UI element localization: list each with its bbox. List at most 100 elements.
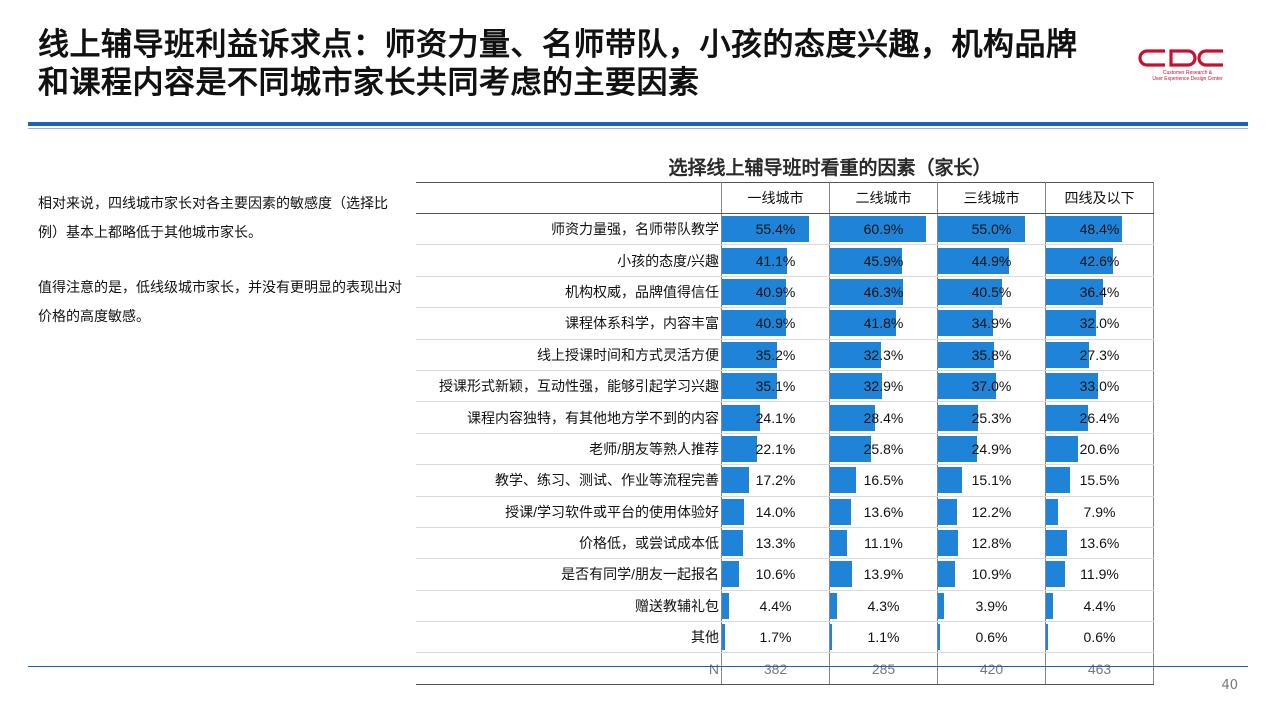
value-cell: 11.9% — [1045, 558, 1154, 591]
sample-size-label: N — [416, 652, 722, 685]
logo-subtitle-1: Customer Research & — [1162, 70, 1213, 76]
value-cell: 32.0% — [1045, 307, 1154, 340]
data-label: 4.3% — [867, 597, 900, 614]
data-label: 13.6% — [863, 503, 904, 520]
data-bar — [830, 310, 896, 337]
factor-table: 一线城市 二线城市 三线城市 四线及以下 师资力量强，名师带队教学 55.4% 60… — [416, 182, 1154, 685]
data-bar — [722, 561, 739, 588]
value-cell: 26.4% — [1045, 401, 1154, 434]
data-label: 25.8% — [863, 440, 904, 457]
data-bar — [722, 498, 745, 525]
table-header-row: 一线城市 二线城市 三线城市 四线及以下 — [416, 182, 1154, 214]
data-label: 0.6% — [975, 629, 1008, 646]
data-label: 42.6% — [1079, 252, 1120, 269]
data-label: 34.9% — [971, 315, 1012, 332]
data-label: 7.9% — [1083, 503, 1116, 520]
value-cell: 3.9% — [937, 590, 1046, 623]
table-row: 课程体系科学，内容丰富 40.9% 41.8% 34.9% 32.0% — [416, 307, 1154, 340]
data-label: 11.9% — [1080, 566, 1119, 583]
data-bar — [830, 216, 926, 243]
data-bar — [722, 467, 750, 494]
data-bar — [722, 310, 787, 337]
data-label: 13.6% — [1079, 535, 1120, 552]
footer-divider — [28, 666, 1248, 667]
logo-subtitle-2: User Experience Design Center — [1152, 76, 1223, 82]
data-label: 45.9% — [863, 252, 904, 269]
value-cell: 34.9% — [937, 307, 1046, 340]
data-label: 40.9% — [755, 315, 796, 332]
data-bar — [830, 278, 903, 305]
data-label: 26.4% — [1079, 409, 1120, 426]
data-bar — [938, 373, 997, 400]
data-label: 32.0% — [1079, 315, 1120, 332]
cdc-logo: Customer Research & User Experience Desi… — [1138, 46, 1233, 86]
value-cell: 15.5% — [1045, 464, 1154, 497]
value-cell: 46.3% — [829, 276, 938, 309]
table-row: 教学、练习、测试、作业等流程完善 17.2% 16.5% 15.1% 15.5% — [416, 464, 1154, 497]
data-label: 27.3% — [1079, 346, 1120, 363]
value-cell: 35.1% — [721, 370, 830, 403]
data-bar — [938, 278, 1002, 305]
data-bar — [722, 624, 725, 651]
table-row: 价格低，或尝试成本低 13.3% 11.1% 12.8% 13.6% — [416, 527, 1154, 560]
data-bar — [1046, 310, 1097, 337]
value-cell: 27.3% — [1045, 339, 1154, 371]
data-bar — [1046, 561, 1065, 588]
value-cell: 28.4% — [829, 401, 938, 434]
row-label: 师资力量强，名师带队教学 — [416, 213, 722, 246]
value-cell: 0.6% — [937, 621, 1046, 654]
data-bar — [722, 530, 743, 557]
table-row: 授课形式新颖，互动性强，能够引起学习兴趣 35.1% 32.9% 37.0% 33.0% — [416, 370, 1154, 403]
value-cell: 60.9% — [829, 213, 938, 246]
value-cell: 55.0% — [937, 213, 1046, 246]
data-bar — [1046, 624, 1048, 651]
data-bar — [830, 373, 882, 400]
data-bar — [938, 530, 959, 557]
value-cell: 40.9% — [721, 276, 830, 309]
table-row: 小孩的态度/兴趣 41.1% 45.9% 44.9% 42.6% — [416, 244, 1154, 277]
value-cell: 10.6% — [721, 558, 830, 591]
data-bar — [938, 341, 995, 368]
chart-title: 选择线上辅导班时看重的因素（家长） — [668, 157, 992, 179]
data-label: 35.2% — [755, 346, 796, 363]
value-cell: 15.1% — [937, 464, 1046, 497]
column-header: 三线城市 — [937, 182, 1046, 214]
data-label: 4.4% — [1083, 597, 1116, 614]
data-bar — [830, 592, 837, 619]
note-paragraph-1: 相对来说，四线城市家长对各主要因素的敏感度（选择比例）基本上都略低于其他城市家长… — [38, 196, 388, 241]
sample-size-row: N 382 285 420 463 — [416, 652, 1154, 685]
row-label: 其他 — [416, 621, 722, 654]
table-row: 线上授课时间和方式灵活方便 35.2% 32.3% 35.8% 27.3% — [416, 339, 1154, 371]
value-cell: 35.8% — [937, 339, 1046, 371]
header-divider-thin — [28, 128, 1248, 129]
value-cell: 32.3% — [829, 339, 938, 371]
data-label: 4.4% — [759, 597, 792, 614]
data-label: 1.1% — [867, 629, 900, 646]
table-row: 其他 1.7% 1.1% 0.6% 0.6% — [416, 621, 1154, 654]
table-row: 赠送教辅礼包 4.4% 4.3% 3.9% 4.4% — [416, 590, 1154, 623]
value-cell: 37.0% — [937, 370, 1046, 403]
data-label: 12.2% — [971, 503, 1012, 520]
value-cell: 17.2% — [721, 464, 830, 497]
data-label: 28.4% — [863, 409, 904, 426]
table-row: 授课/学习软件或平台的使用体验好 14.0% 13.6% 12.2% 7.9% — [416, 496, 1154, 528]
data-label: 3.9% — [975, 597, 1008, 614]
table-row: 是否有同学/朋友一起报名 10.6% 13.9% 10.9% 11.9% — [416, 558, 1154, 591]
data-bar — [830, 530, 848, 557]
data-bar — [830, 341, 881, 368]
value-cell: 42.6% — [1045, 244, 1154, 277]
table-row: 师资力量强，名师带队教学 55.4% 60.9% 55.0% 48.4% — [416, 213, 1154, 246]
data-bar — [830, 435, 871, 462]
row-label: 教学、练习、测试、作业等流程完善 — [416, 464, 722, 497]
value-cell: 36.4% — [1045, 276, 1154, 309]
data-bar — [938, 467, 962, 494]
row-label: 线上授课时间和方式灵活方便 — [416, 339, 722, 371]
data-label: 37.0% — [971, 378, 1012, 395]
value-cell: 40.9% — [721, 307, 830, 340]
data-label: 36.4% — [1079, 283, 1120, 300]
value-cell: 13.3% — [721, 527, 830, 560]
data-label: 15.1% — [971, 472, 1012, 489]
data-label: 22.1% — [755, 440, 796, 457]
data-label: 35.8% — [971, 346, 1012, 363]
value-cell: 25.8% — [829, 433, 938, 466]
